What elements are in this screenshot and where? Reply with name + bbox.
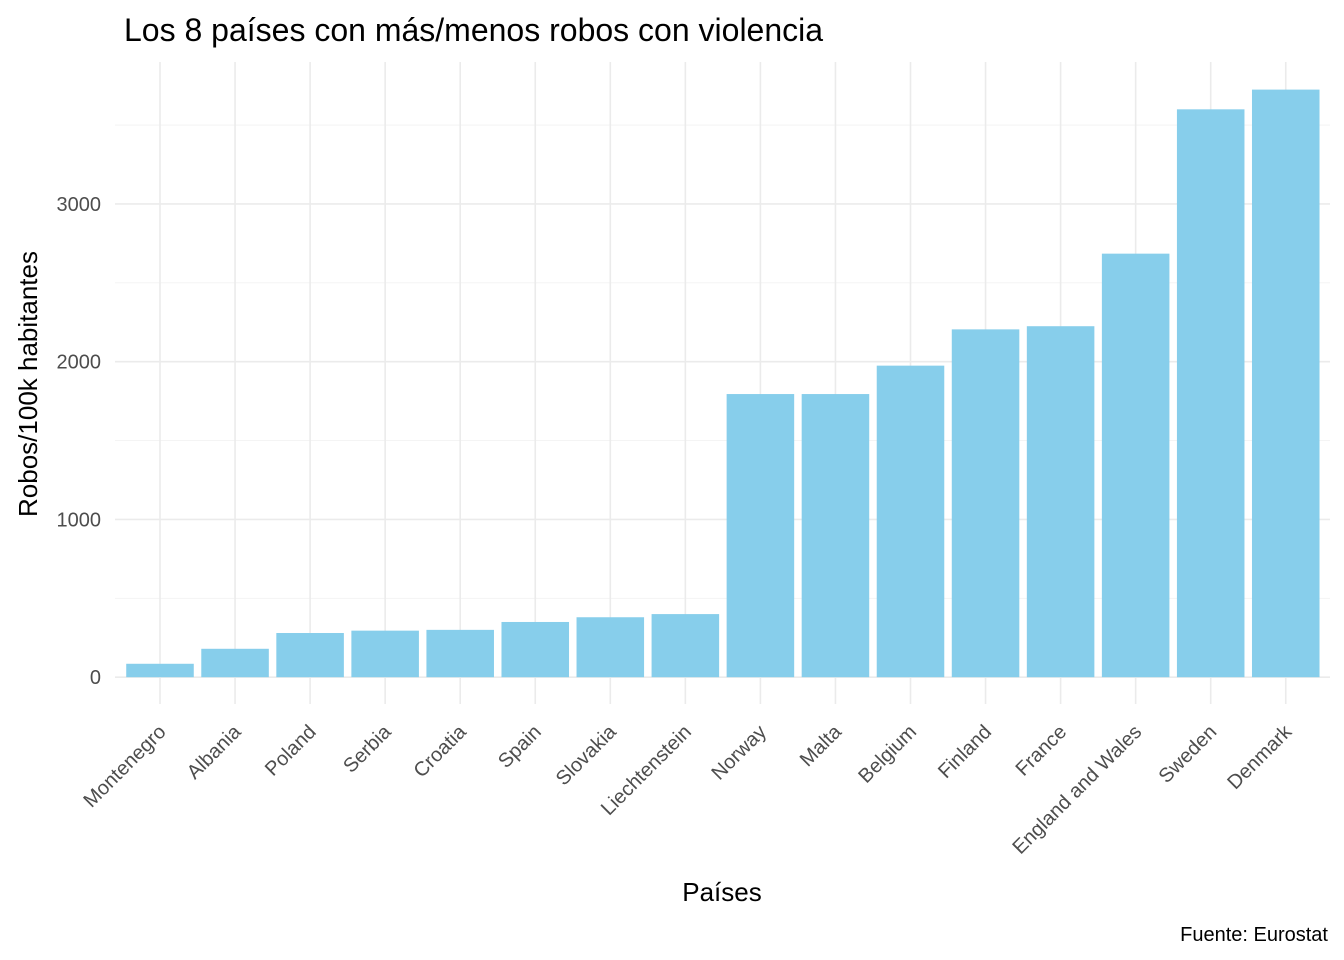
bars — [126, 89, 1320, 678]
bar-albania — [201, 648, 269, 678]
bar-croatia — [426, 629, 494, 678]
x-tick-label: Spain — [494, 721, 546, 773]
x-axis-ticks: Montenegro Albania Poland Serbia Croatia Spai… — [79, 720, 1296, 858]
bar-sweden — [1176, 109, 1245, 678]
x-tick-label: Malta — [796, 720, 847, 771]
chart-title: Los 8 países con más/menos robos con vio… — [124, 12, 823, 48]
bar-poland — [276, 633, 344, 678]
bar-norway — [726, 394, 795, 678]
x-tick-label: Albania — [183, 720, 246, 783]
y-axis-ticks: 0 1000 2000 3000 — [57, 194, 102, 689]
bar-spain — [501, 621, 570, 678]
x-tick-label: Montenegro — [79, 721, 170, 812]
x-tick-label: Belgium — [854, 721, 921, 788]
y-tick-label: 3000 — [57, 194, 102, 216]
y-axis-title: Robos/100k habitantes — [13, 251, 43, 517]
y-tick-label: 0 — [90, 667, 101, 689]
x-tick-label: France — [1012, 721, 1072, 781]
y-tick-label: 2000 — [57, 352, 102, 374]
x-tick-label: Finland — [934, 721, 996, 783]
bar-slovakia — [576, 617, 645, 678]
x-tick-label: Poland — [261, 721, 321, 781]
chart-caption: Fuente: Eurostat — [1180, 924, 1328, 946]
x-tick-label: Sweden — [1155, 721, 1222, 788]
x-tick-label: Denmark — [1223, 720, 1297, 794]
bar-finland — [951, 329, 1020, 678]
y-tick-label: 1000 — [57, 509, 102, 531]
bar-france — [1026, 326, 1095, 678]
bar-england-and-wales — [1101, 253, 1170, 678]
bar-belgium — [876, 365, 945, 678]
x-tick-label: England and Wales — [1008, 721, 1146, 859]
bar-liechtenstein — [651, 614, 720, 678]
bar-montenegro — [126, 663, 194, 678]
bar-serbia — [351, 630, 419, 678]
x-tick-label: Slovakia — [552, 720, 622, 790]
x-axis-title: Países — [682, 877, 762, 907]
x-tick-label: Croatia — [410, 720, 472, 782]
x-tick-label: Norway — [707, 721, 770, 784]
bar-malta — [801, 394, 870, 678]
bar-denmark — [1251, 89, 1320, 678]
x-tick-label: Serbia — [339, 720, 396, 777]
